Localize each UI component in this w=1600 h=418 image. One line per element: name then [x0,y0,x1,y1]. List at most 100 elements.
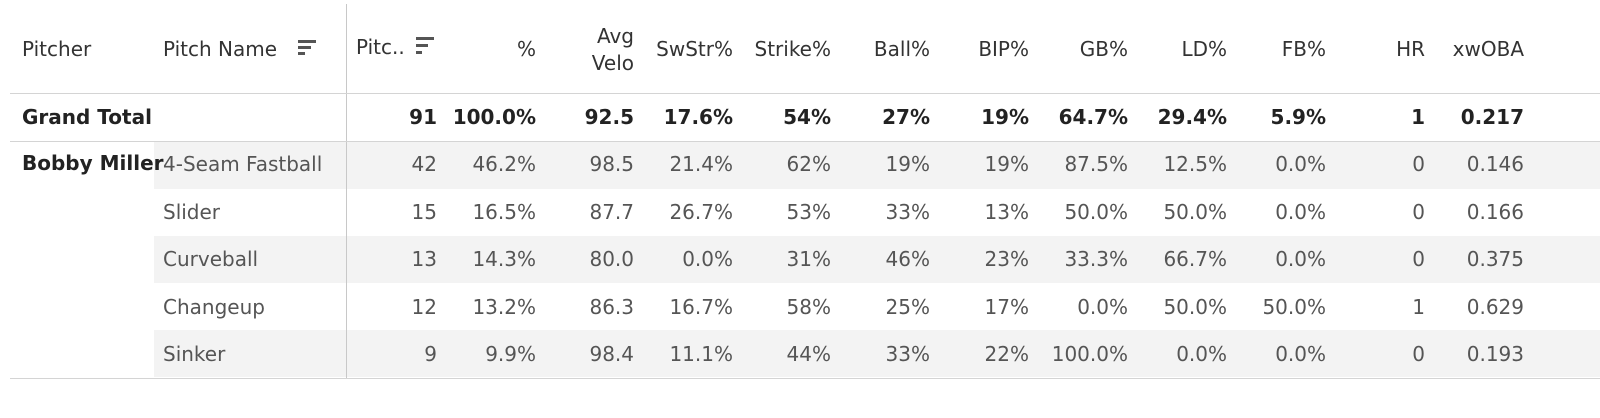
grand-total-strike: 54% [783,105,831,129]
header-fb[interactable]: FB% [1281,37,1326,61]
header-ball[interactable]: Ball% [873,37,930,61]
table-cell-hr: 0 [1412,152,1425,176]
header-velo-line2[interactable]: Velo [591,51,634,75]
header-divider [10,93,1600,94]
table-cell-avg-velo: 80.0 [589,247,634,271]
header-hr[interactable]: HR [1396,37,1425,61]
grand-total-fb: 5.9% [1270,105,1326,129]
header-bip[interactable]: BIP% [978,37,1029,61]
table-cell-strike: 53% [786,200,831,224]
grand-total-xwoba: 0.217 [1460,105,1524,129]
table-cell-avg-velo: 98.4 [589,342,634,366]
table-cell-ld: 12.5% [1163,152,1227,176]
table-cell-ld: 50.0% [1163,200,1227,224]
table-cell-hr: 0 [1412,342,1425,366]
header-percent[interactable]: % [516,37,536,61]
table-cell-xwoba: 0.146 [1466,152,1524,176]
table-cell-pitches: 9 [424,342,437,366]
table-cell-ld: 66.7% [1163,247,1227,271]
header-pitcher[interactable]: Pitcher [22,37,92,61]
table-cell-avg-velo: 86.3 [589,295,634,319]
table-cell-bip: 23% [984,247,1029,271]
column-divider [346,4,347,378]
pitch-name-cell: Changeup [163,295,265,319]
row-band-1 [154,142,1600,189]
table-cell-xwoba: 0.193 [1466,342,1524,366]
grand-total-percent: 100.0% [452,105,536,129]
table-cell-swstr: 11.1% [669,342,733,366]
table-cell-pitches: 12 [411,295,437,319]
table-cell-ball: 33% [885,200,930,224]
table-cell-hr: 0 [1412,247,1425,271]
table-cell-pitches: 13 [411,247,437,271]
table-cell-percent: 16.5% [472,200,536,224]
table-cell-strike: 44% [786,342,831,366]
table-cell-xwoba: 0.375 [1466,247,1524,271]
table-cell-avg-velo: 87.7 [589,200,634,224]
table-cell-percent: 13.2% [472,295,536,319]
table-cell-hr: 1 [1412,295,1425,319]
pitch-name-cell: Sinker [163,342,226,366]
table-cell-swstr: 21.4% [669,152,733,176]
table-bottom-border [10,378,1600,379]
grand-total-ball: 27% [882,105,930,129]
table-cell-strike: 31% [786,247,831,271]
grand-total-swstr: 17.6% [663,105,733,129]
table-cell-gb: 33.3% [1064,247,1128,271]
table-cell-bip: 17% [984,295,1029,319]
table-cell-ld: 50.0% [1163,295,1227,319]
table-cell-gb: 100.0% [1051,342,1128,366]
pitch-name-cell: 4-Seam Fastball [163,152,323,176]
table-cell-percent: 46.2% [472,152,536,176]
table-cell-fb: 0.0% [1275,247,1326,271]
grand-total-avg-velo: 92.5 [584,105,634,129]
table-cell-fb: 0.0% [1275,342,1326,366]
table-cell-ball: 46% [885,247,930,271]
header-strike[interactable]: Strike% [754,37,832,61]
table-cell-bip: 22% [984,342,1029,366]
sort-active-icon[interactable] [416,37,436,57]
table-cell-xwoba: 0.166 [1466,200,1524,224]
table-cell-fb: 50.0% [1262,295,1326,319]
header-gb[interactable]: GB% [1079,37,1128,61]
table-cell-ld: 0.0% [1176,342,1227,366]
table-cell-percent: 9.9% [485,342,536,366]
grand-total-divider [10,141,1600,142]
table-cell-hr: 0 [1412,200,1425,224]
header-xwoba[interactable]: xwOBA [1452,37,1524,61]
header-ld[interactable]: LD% [1181,37,1227,61]
header-pitches[interactable]: Pitc.. [356,35,405,59]
grand-total-bip: 19% [981,105,1029,129]
table-cell-ball: 33% [885,342,930,366]
table-cell-avg-velo: 98.5 [589,152,634,176]
table-cell-strike: 58% [786,295,831,319]
table-cell-ball: 25% [885,295,930,319]
table-cell-gb: 50.0% [1064,200,1128,224]
grand-total-gb: 64.7% [1058,105,1128,129]
table-cell-percent: 14.3% [472,247,536,271]
table-cell-strike: 62% [786,152,831,176]
pitch-name-cell: Curveball [163,247,259,271]
table-cell-gb: 87.5% [1064,152,1128,176]
pitcher-name: Bobby Miller [22,151,164,175]
row-band-3 [154,236,1600,283]
header-pitch-name[interactable]: Pitch Name [163,37,278,61]
table-cell-swstr: 0.0% [682,247,733,271]
grand-total-label: Grand Total [22,105,152,129]
header-avg-line1[interactable]: Avg [596,24,634,48]
table-cell-swstr: 16.7% [669,295,733,319]
pitch-name-cell: Slider [163,200,221,224]
table-cell-pitches: 15 [411,200,437,224]
table-cell-ball: 19% [885,152,930,176]
grand-total-pitches: 91 [409,105,437,129]
table-cell-xwoba: 0.629 [1466,295,1524,319]
table-cell-pitches: 42 [411,152,437,176]
grand-total-ld: 29.4% [1157,105,1227,129]
row-band-5 [154,330,1600,377]
sort-icon[interactable] [298,40,318,58]
grand-total-hr: 1 [1411,105,1425,129]
header-swstr[interactable]: SwStr% [656,37,733,61]
table-cell-bip: 19% [984,152,1029,176]
table-cell-gb: 0.0% [1077,295,1128,319]
table-cell-fb: 0.0% [1275,152,1326,176]
